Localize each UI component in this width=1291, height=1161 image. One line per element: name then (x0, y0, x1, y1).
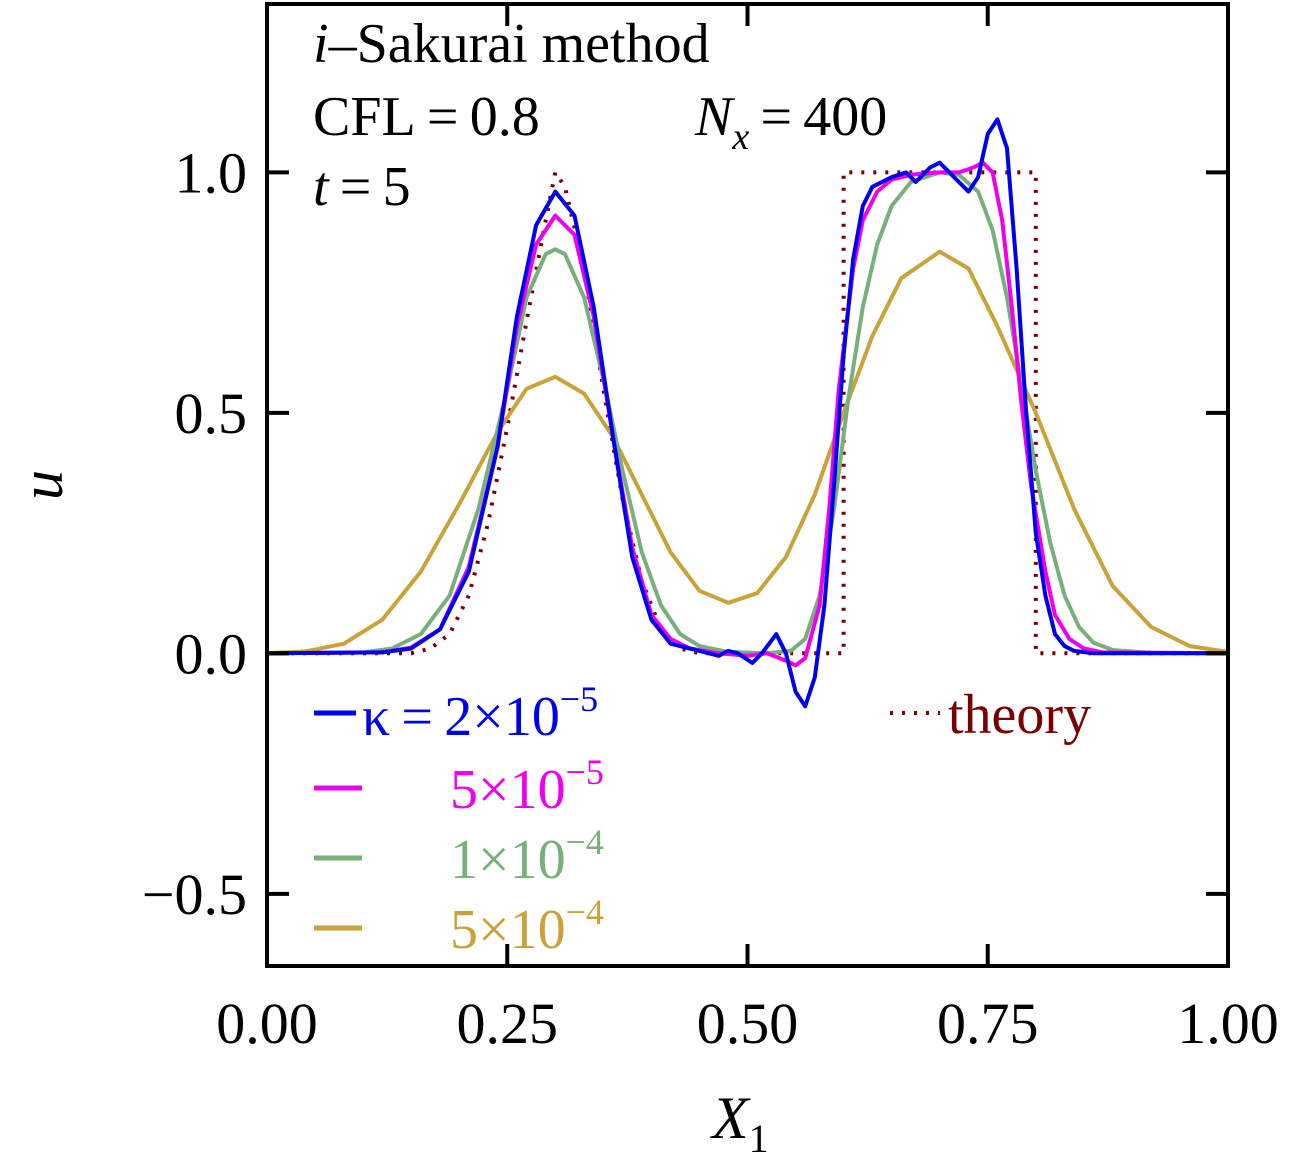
legend-entry-1: κ = 2×10−5 (362, 679, 598, 748)
annotation-nx: Nx = 400 (694, 86, 887, 158)
x-axis-title-sub: 1 (749, 1116, 769, 1161)
x-tick-label-1: 0.25 (457, 991, 559, 1056)
series-line-3 (267, 170, 1228, 656)
x-tick-label-2: 0.50 (697, 991, 799, 1056)
x-tick-label-3: 0.75 (937, 991, 1039, 1056)
legend-entry-2-exp: −5 (566, 752, 604, 792)
legend-entry-4-base: 5×10 (450, 899, 566, 961)
annotation-cfl: CFL = 0.8 (313, 86, 540, 148)
y-tick-label-1: 0.0 (175, 621, 248, 686)
legend-entry-1-exp: −5 (560, 679, 598, 719)
annotation-method-rest: –Sakurai method (328, 13, 710, 75)
annotation-nx-sub: x (731, 116, 749, 158)
annotation-nx-value: = 400 (749, 86, 887, 148)
legend-entry-3-base: 1×10 (450, 829, 566, 891)
legend-entry-2: 5×10−5 (450, 752, 604, 821)
series-line-1 (267, 117, 1228, 709)
legend-entry-2-base: 5×10 (450, 759, 566, 821)
annotation-method: i–Sakurai method (313, 13, 710, 75)
ticks-layer: 0.00 0.25 0.50 0.75 1.00 −0.5 0.0 0.5 1.0 (142, 4, 1279, 1056)
x-axis-title: X1 (710, 1085, 769, 1161)
y-tick-label-2: 0.5 (175, 381, 248, 446)
legend-entry-1-base: 2×10 (444, 686, 560, 748)
x-tick-label-0: 0.00 (216, 991, 318, 1056)
legend-entry-4-exp: −4 (566, 892, 604, 932)
legend-entry-3-exp: −4 (566, 822, 604, 862)
legend-kappa-prefix: κ = (362, 686, 444, 748)
series-line-4 (267, 249, 1228, 656)
legend-entry-4: 5×10−4 (450, 892, 604, 961)
x-tick-label-4: 1.00 (1177, 991, 1279, 1056)
annotation-time-value: = 5 (329, 156, 411, 218)
legend-entry-theory: theory (948, 684, 1091, 746)
annotation-method-italic: i (313, 13, 329, 75)
series-line-2 (267, 160, 1228, 668)
annotation-time-letter: t (313, 156, 330, 218)
theory-line (267, 170, 1228, 656)
annotation-nx-letter: N (694, 86, 735, 148)
legend-entry-3: 1×10−4 (450, 822, 604, 891)
y-tick-label-3: 1.0 (175, 140, 248, 205)
series-layer (267, 117, 1228, 709)
annotation-time: t = 5 (313, 156, 411, 218)
y-tick-label-0: −0.5 (142, 862, 247, 927)
legend: κ = 2×10−5 5×10−5 1×10−4 5×10−4 theory (314, 679, 1091, 961)
x-axis-title-letter: X (710, 1085, 751, 1151)
y-axis-title: u (9, 470, 75, 500)
